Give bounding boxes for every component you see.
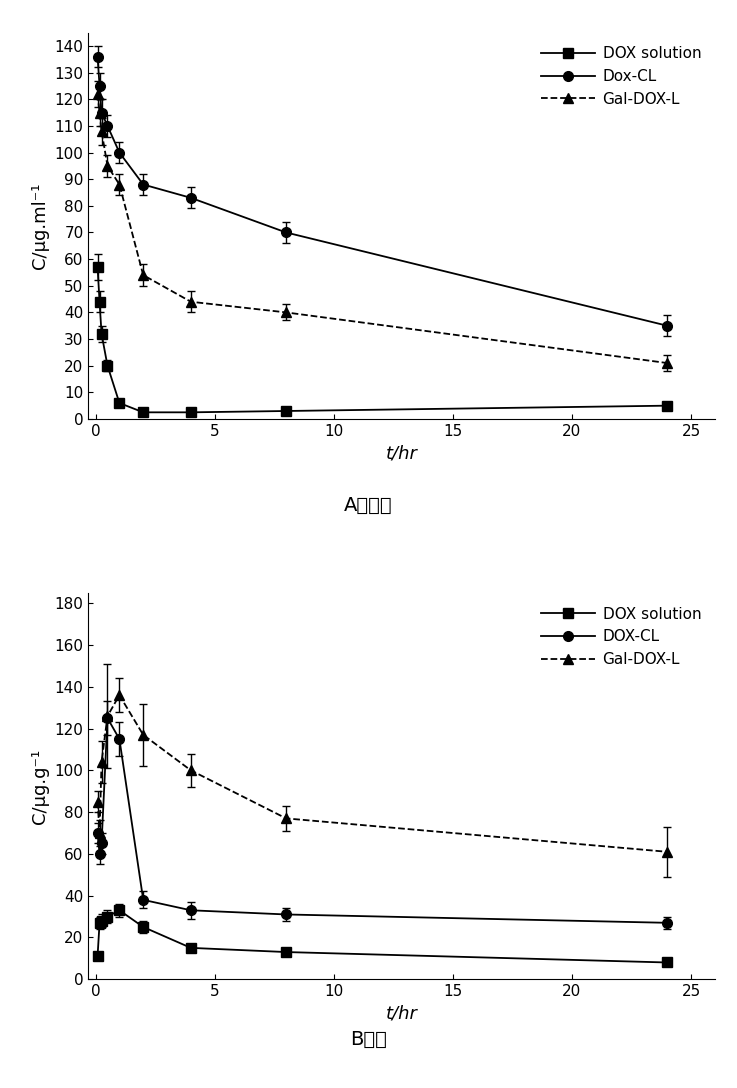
Text: B：肝: B：肝 xyxy=(350,1029,387,1049)
Y-axis label: C/μg.g⁻¹: C/μg.g⁻¹ xyxy=(31,749,49,824)
Text: A：血浆: A：血浆 xyxy=(344,496,393,516)
Legend: DOX solution, Dox-CL, Gal-DOX-L: DOX solution, Dox-CL, Gal-DOX-L xyxy=(535,40,708,113)
X-axis label: t/hr: t/hr xyxy=(385,444,418,462)
Y-axis label: C/μg.ml⁻¹: C/μg.ml⁻¹ xyxy=(31,183,49,269)
Legend: DOX solution, DOX-CL, Gal-DOX-L: DOX solution, DOX-CL, Gal-DOX-L xyxy=(535,601,708,673)
X-axis label: t/hr: t/hr xyxy=(385,1004,418,1023)
